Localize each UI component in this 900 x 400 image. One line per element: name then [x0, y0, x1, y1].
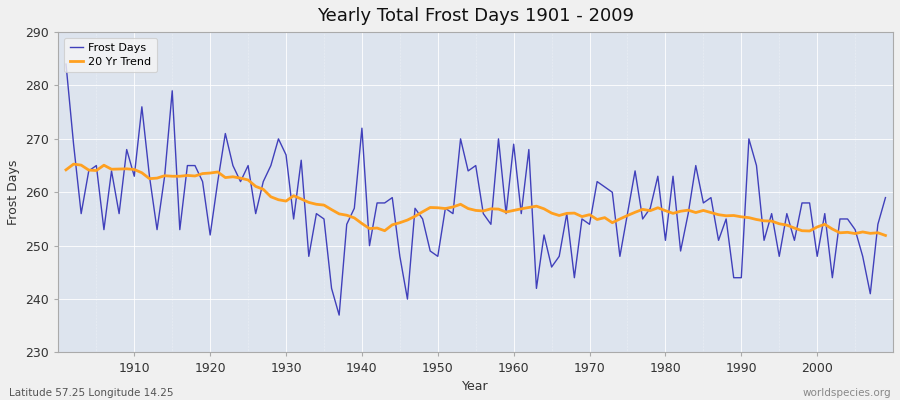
20 Yr Trend — [60, 168, 71, 172]
Legend: Frost Days, 20 Yr Trend: Frost Days, 20 Yr Trend — [64, 38, 158, 72]
Frost Days — [880, 195, 891, 200]
Frost Days — [334, 313, 345, 318]
20 Yr Trend — [508, 208, 519, 213]
20 Yr Trend — [341, 213, 352, 218]
20 Yr Trend — [880, 233, 891, 238]
Y-axis label: Frost Days: Frost Days — [7, 160, 20, 225]
Text: Latitude 57.25 Longitude 14.25: Latitude 57.25 Longitude 14.25 — [9, 388, 174, 398]
Title: Yearly Total Frost Days 1901 - 2009: Yearly Total Frost Days 1901 - 2009 — [317, 7, 634, 25]
20 Yr Trend — [129, 167, 140, 172]
Frost Days — [122, 147, 132, 152]
20 Yr Trend — [607, 220, 617, 225]
Line: 20 Yr Trend: 20 Yr Trend — [66, 164, 886, 236]
Frost Days — [288, 216, 299, 221]
20 Yr Trend — [296, 196, 307, 201]
20 Yr Trend — [516, 206, 526, 211]
Frost Days — [341, 222, 352, 227]
Frost Days — [508, 142, 519, 147]
Line: Frost Days: Frost Days — [66, 64, 886, 315]
Frost Days — [607, 190, 617, 195]
X-axis label: Year: Year — [463, 380, 489, 393]
Frost Days — [516, 211, 526, 216]
20 Yr Trend — [68, 162, 79, 166]
Text: worldspecies.org: worldspecies.org — [803, 388, 891, 398]
Frost Days — [60, 62, 71, 66]
